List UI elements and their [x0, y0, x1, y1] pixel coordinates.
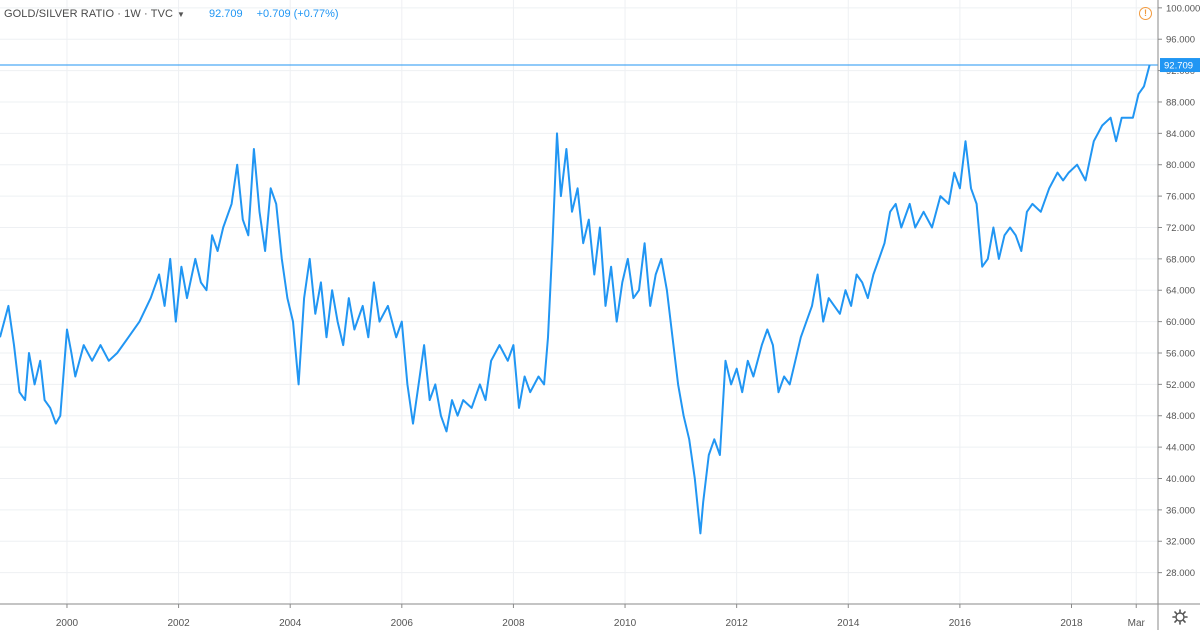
y-tick-label: 60.000 [1166, 317, 1195, 328]
x-tick-label: 2012 [726, 618, 749, 629]
y-tick-label: 52.000 [1166, 380, 1195, 391]
x-tick-label: 2014 [837, 618, 860, 629]
y-tick-label: 84.000 [1166, 129, 1195, 140]
legend: GOLD/SILVER RATIO · 1W · TVC ▼ 92.709 +0… [4, 6, 339, 22]
y-tick-label: 72.000 [1166, 223, 1195, 234]
warning-icon[interactable]: ! [1139, 7, 1152, 20]
last-price-label-bg [1160, 58, 1200, 73]
x-tick-label: 2016 [949, 618, 972, 629]
x-tick-label: 2002 [167, 618, 190, 629]
y-tick-label: 100.000 [1166, 3, 1200, 14]
last-price-readout: 92.709 [208, 8, 243, 20]
y-tick-label: 76.000 [1166, 192, 1195, 203]
x-tick-label: Mar [1128, 618, 1146, 629]
y-tick-label: 56.000 [1166, 348, 1195, 359]
y-tick-label: 40.000 [1166, 474, 1195, 485]
y-tick-label: 48.000 [1166, 411, 1195, 422]
x-tick-label: 2008 [502, 618, 525, 629]
symbol-title[interactable]: GOLD/SILVER RATIO · 1W · TVC [4, 8, 174, 20]
series-line [0, 64, 1151, 535]
y-tick-label: 36.000 [1166, 505, 1195, 516]
y-tick-label: 80.000 [1166, 160, 1195, 171]
y-tick-label: 32.000 [1166, 537, 1195, 548]
y-tick-label: 44.000 [1166, 443, 1195, 454]
y-tick-label: 96.000 [1166, 35, 1195, 46]
series-layer [0, 64, 1158, 535]
price-change-readout: +0.709 (+0.77%) [256, 8, 339, 20]
chevron-down-icon[interactable]: ▼ [177, 9, 185, 19]
x-tick-label: 2006 [391, 618, 414, 629]
y-tick-label: 28.000 [1166, 568, 1195, 579]
gear-icon[interactable] [1172, 609, 1188, 625]
x-tick-label: 2004 [279, 618, 302, 629]
x-tick-label: 2010 [614, 618, 637, 629]
y-tick-label: 64.000 [1166, 286, 1195, 297]
x-tick-label: 2000 [56, 618, 79, 629]
x-tick-label: 2018 [1060, 618, 1083, 629]
y-tick-label: 88.000 [1166, 97, 1195, 108]
y-tick-label: 68.000 [1166, 254, 1195, 265]
last-price-label: 92.709 [1164, 61, 1193, 72]
